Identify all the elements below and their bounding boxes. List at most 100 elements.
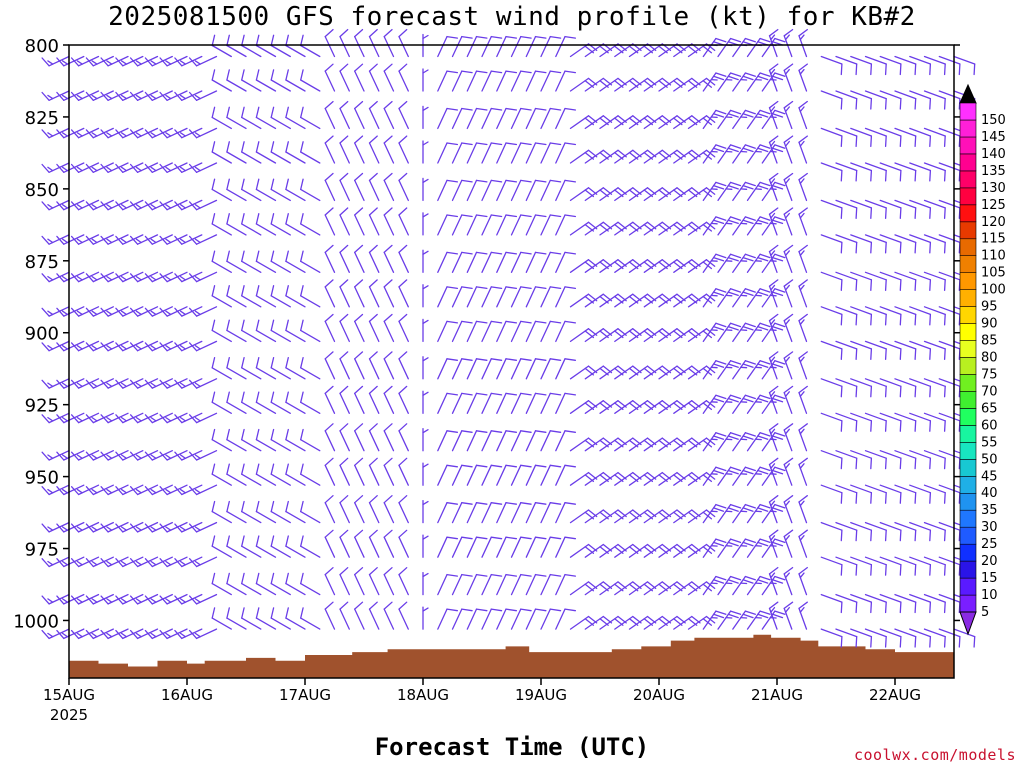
wind-barb: [702, 503, 727, 524]
wind-barb-feather: [783, 313, 794, 322]
wind-barb-shaft: [270, 151, 291, 164]
wind-barb: [510, 70, 532, 92]
wind-barb-feather: [100, 451, 109, 461]
wind-barb-feather: [505, 107, 518, 111]
wind-barb: [285, 250, 306, 273]
wind-barb-feather: [129, 558, 139, 568]
wind-barb: [41, 378, 70, 389]
wind-barb-feather: [41, 342, 50, 352]
wind-barb-feather: [564, 179, 577, 183]
wind-barb: [56, 162, 85, 173]
wind-barb: [732, 322, 756, 343]
wind-barb-shaft: [437, 214, 448, 236]
wind-barb-shaft: [835, 556, 858, 566]
wind-barb: [850, 340, 873, 360]
wind-barb-shaft: [599, 77, 619, 92]
wind-barb: [584, 400, 613, 414]
wind-barb-shaft: [437, 464, 448, 486]
wind-barb: [835, 340, 858, 360]
wind-barb-shaft: [226, 617, 247, 630]
wind-barb-shaft: [628, 149, 649, 164]
wind-barb: [339, 423, 350, 452]
wind-barb: [300, 463, 321, 486]
colorbar-swatch: [959, 391, 977, 409]
wind-barb-feather: [958, 63, 961, 76]
wind-barb-shaft: [451, 430, 463, 452]
wind-barb-feather: [870, 63, 873, 76]
wind-barb: [496, 430, 518, 452]
wind-barb-shaft: [614, 77, 634, 92]
wind-barb: [628, 187, 657, 202]
wind-barb-feather: [774, 37, 786, 43]
wind-barb-feather: [520, 392, 532, 396]
wind-barb-feather: [840, 313, 843, 326]
wind-barb: [798, 385, 808, 414]
wind-barb-feather: [520, 214, 532, 218]
wind-barb-feather: [47, 345, 54, 350]
wind-barb-feather: [61, 166, 69, 172]
wind-barb-feather: [943, 135, 946, 148]
wind-barb-feather: [339, 207, 349, 216]
wind-barb: [783, 244, 794, 273]
wind-barb-feather: [774, 109, 786, 115]
wind-barb-shaft: [466, 464, 478, 486]
wind-barb-shaft: [643, 400, 663, 414]
wind-barb-feather: [226, 428, 230, 441]
wind-barb: [496, 70, 518, 92]
wind-barb-shaft: [241, 545, 262, 558]
wind-barb-feather: [840, 564, 843, 576]
wind-barb: [398, 567, 409, 596]
wind-barb-shaft: [226, 401, 247, 414]
wind-barb: [768, 457, 779, 486]
wind-barb-feather: [241, 463, 245, 475]
wind-barb-feather: [870, 420, 873, 432]
wind-barb: [398, 313, 409, 343]
wind-barb-feather: [899, 63, 902, 76]
wind-barb-shaft: [437, 251, 448, 273]
wind-barb-feather: [241, 69, 245, 81]
wind-barb-shaft: [339, 358, 350, 380]
wind-barb-shaft: [324, 214, 336, 236]
wind-barb-feather: [56, 201, 65, 211]
wind-barb: [835, 628, 858, 648]
wind-barb-feather: [715, 109, 727, 115]
wind-barb-feather: [211, 535, 216, 547]
wind-barb: [85, 340, 114, 352]
wind-barb-feather: [120, 526, 128, 531]
wind-barb-shaft: [211, 510, 232, 524]
wind-barb-feather: [840, 635, 843, 648]
wind-barb-feather: [943, 63, 946, 76]
wind-barb: [383, 457, 395, 486]
wind-barb-feather: [771, 579, 784, 584]
wind-barb-shaft: [584, 581, 604, 596]
wind-barb: [339, 135, 350, 164]
wind-barb-feather: [135, 275, 142, 281]
wind-barb: [451, 358, 473, 380]
wind-barb: [923, 306, 946, 326]
wind-barb-feather: [61, 310, 69, 316]
x-tick-label: 16AUG: [161, 686, 213, 704]
wind-barb-shaft: [909, 306, 932, 316]
wind-barb-shaft: [354, 320, 365, 343]
wind-barb-feather: [899, 135, 902, 148]
wind-barb-shaft: [300, 510, 321, 524]
wind-barb-feather: [520, 35, 532, 39]
wind-barb-feather: [144, 201, 153, 211]
wind-barb-feather: [446, 179, 459, 183]
wind-barb-feather: [241, 391, 245, 403]
wind-barb-shaft: [938, 378, 961, 387]
wind-barb: [174, 450, 203, 461]
wind-barb-feather: [115, 307, 124, 317]
wind-barb: [285, 607, 306, 630]
wind-barb-feather: [759, 253, 771, 259]
wind-barb-feather: [742, 507, 754, 512]
wind-barb: [174, 90, 203, 101]
wind-barb-feather: [759, 432, 771, 437]
wind-barb-feather: [241, 141, 245, 153]
wind-barb-shaft: [820, 412, 843, 422]
wind-barb-shaft: [226, 582, 247, 596]
wind-barb-feather: [300, 178, 304, 191]
wind-barb: [159, 90, 188, 101]
wind-barb-shaft: [864, 484, 887, 494]
wind-barb: [496, 502, 518, 524]
